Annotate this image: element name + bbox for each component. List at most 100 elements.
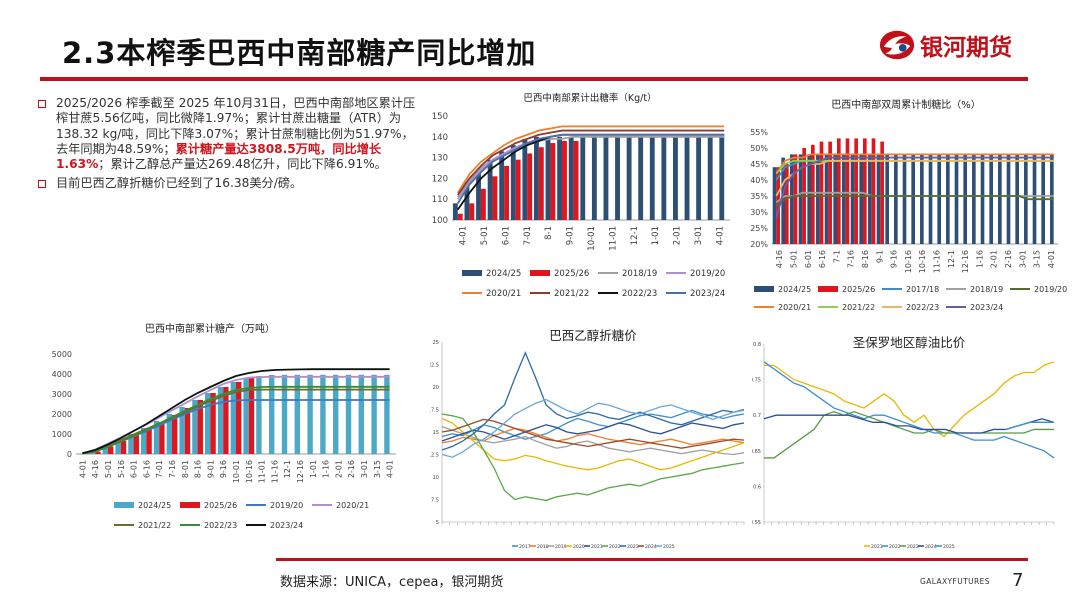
x-tick-label: 11-16 <box>932 250 941 273</box>
bar-2024-25 <box>833 154 837 244</box>
bar-2024-25 <box>580 136 586 220</box>
x-tick-label: 1-16 <box>322 460 331 478</box>
x-tick-label: 9-16 <box>219 460 228 478</box>
x-tick-label: 12-16 <box>296 460 305 483</box>
x-tick-label: 3-01 <box>1018 250 1027 268</box>
bar-2024-25 <box>281 374 288 454</box>
legend-label: 2022 <box>889 544 901 550</box>
legend-label: 2021 <box>871 544 883 550</box>
y-tick-label: 17.5 <box>430 408 439 414</box>
legend-label: 2020 <box>573 544 585 550</box>
line-2020-21 <box>457 125 725 194</box>
source-note: 数据来源：UNICA，cepea，银河期货 <box>280 575 504 590</box>
y-tick-label: 50% <box>750 144 768 153</box>
bar-2025-26 <box>573 140 579 220</box>
bar-2024-25 <box>894 154 898 244</box>
bar-2024-25 <box>885 154 889 244</box>
y-tick-label: 2000 <box>52 410 72 419</box>
y-tick-label: 30% <box>750 208 768 217</box>
bar-2024-25 <box>568 136 574 220</box>
series-line-2020 <box>441 417 745 471</box>
y-tick-label: 5000 <box>52 350 72 359</box>
bar-2024-25 <box>487 159 493 220</box>
legend-label: 2023/24 <box>270 521 303 530</box>
series-line-2024 <box>441 418 745 449</box>
bar-2025-26 <box>854 138 858 244</box>
bar-2024-25 <box>954 154 959 244</box>
x-tick-label: 9-01 <box>206 460 215 478</box>
line-2021-22 <box>457 129 725 196</box>
y-tick-label: 0.75 <box>752 378 761 384</box>
bar-2024-25 <box>989 154 993 244</box>
bar-2024-25 <box>243 378 249 454</box>
bar-2024-25 <box>115 440 121 454</box>
legend-swatch <box>180 502 200 508</box>
page-number: 7 <box>1012 570 1024 591</box>
y-tick-label: 140 <box>432 133 448 143</box>
bar-2025-26 <box>492 176 498 220</box>
bar-2024-25 <box>684 136 690 220</box>
series-line-2023 <box>764 410 1054 459</box>
bar-2025-26 <box>197 400 203 454</box>
x-tick-label: 10-16 <box>918 250 927 273</box>
line-2022-23 <box>82 385 390 455</box>
chart-title: 巴西乙醇折糖价 <box>549 328 637 343</box>
legend-swatch <box>754 286 774 292</box>
x-tick-label: 6-01 <box>804 250 813 268</box>
chart-ethanol: 巴西乙醇折糖价 5 7.5 10 12.5 15 17.5 20 22.5 25 2017 2018 2… <box>430 322 750 554</box>
x-tick-label: 10-01 <box>587 226 597 251</box>
x-tick-label: 8-01 <box>181 460 190 478</box>
chart-title: 巴西中南部双周累计制糖比（%） <box>831 98 981 111</box>
legend-label: 2022/23 <box>204 521 237 530</box>
bar-2024-25 <box>707 136 713 220</box>
bar-2025-26 <box>811 144 815 244</box>
x-tick-label: 11-16 <box>270 460 279 483</box>
bullet-2: 目前巴西乙醇折糖价已经到了16.38美分/磅。 <box>36 176 416 191</box>
bar-2025-26 <box>248 377 255 454</box>
x-tick-label: 12-1 <box>947 250 956 268</box>
x-tick-label: 5-16 <box>117 460 126 478</box>
legend-label: 2020/21 <box>336 501 369 510</box>
legend-label: 2025/26 <box>842 285 875 294</box>
bar-2024-25 <box>102 445 108 454</box>
bar-2025-26 <box>550 143 556 220</box>
title-rule <box>40 77 1028 81</box>
bar-2024-25 <box>510 145 516 220</box>
bar-2024-25 <box>358 374 364 454</box>
bar-2025-26 <box>538 147 544 220</box>
chart-ethanol-svg: 巴西乙醇折糖价 5 7.5 10 12.5 15 17.5 20 22.5 25 2017 2018 2… <box>430 328 745 550</box>
bar-2025-26 <box>172 415 178 454</box>
bullet-1-text: 2025/2026 榨季截至 2025 年10月31日，巴西中南部地区累计压榨甘… <box>56 96 416 156</box>
series-line-2023 <box>441 351 745 451</box>
bar-2024-25 <box>972 154 976 244</box>
line-2019-20 <box>457 133 725 198</box>
bar-2024-25 <box>859 154 863 244</box>
bar-2024-25 <box>545 136 551 220</box>
logo-text: 银河期货 <box>920 35 1012 61</box>
bar-2024-25 <box>998 154 1002 244</box>
bar-2024-25 <box>192 400 198 454</box>
x-tick-label: 12-1 <box>283 460 292 478</box>
y-tick-label: 45% <box>750 160 768 169</box>
x-tick-label: 2-16 <box>347 460 356 478</box>
legend-label: 2022 <box>609 544 621 550</box>
legend-label: 2020/21 <box>486 289 521 298</box>
line-2022-23 <box>457 133 725 211</box>
legend-label: 2025 <box>943 544 955 550</box>
x-tick-label: 2-01 <box>334 460 343 478</box>
legend-label: 2018 <box>537 544 549 550</box>
chart-title: 巴西中南部累计糖产（万吨） <box>145 322 275 335</box>
logo: 银河期货 <box>878 28 1012 62</box>
x-tick-label: 12-1 <box>630 226 640 245</box>
x-tick-label: 6-01 <box>501 226 511 245</box>
x-tick-label: 6-01 <box>130 460 139 478</box>
x-tick-label: 11-01 <box>258 460 267 483</box>
x-tick-label: 6-16 <box>142 460 151 478</box>
y-tick-label: 12.5 <box>430 453 439 459</box>
bar-2024-25 <box>842 154 846 244</box>
x-tick-label: 6-16 <box>818 250 827 268</box>
x-tick-label: 9-16 <box>890 250 899 268</box>
bar-2025-26 <box>863 138 867 244</box>
legend-label: 2017/18 <box>906 285 939 294</box>
bar-2024-25 <box>980 154 985 244</box>
